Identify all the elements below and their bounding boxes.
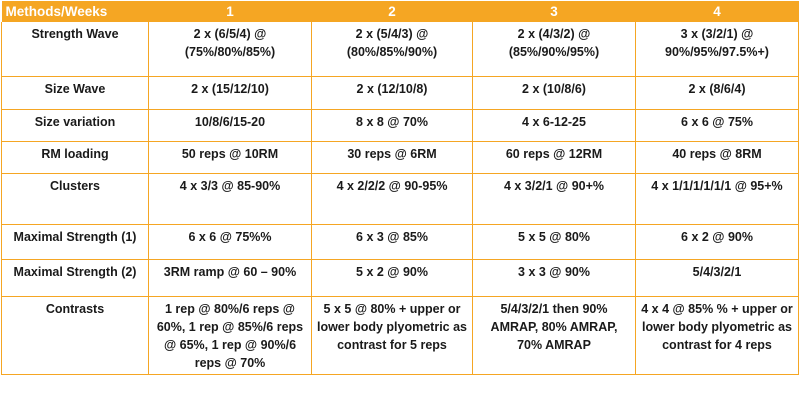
header-week-1: 1	[148, 1, 312, 22]
week-1-cell: 1 rep @ 80%/6 reps @ 60%, 1 rep @ 85%/6 …	[148, 296, 312, 375]
week-3-cell: 5/4/3/2/1 then 90% AMRAP, 80% AMRAP, 70%…	[472, 296, 636, 375]
table-row: Contrasts 1 rep @ 80%/6 reps @ 60%, 1 re…	[1, 296, 799, 375]
week-2-cell: 5 x 5 @ 80% + upper or lower body plyome…	[311, 296, 473, 375]
header-week-2: 2	[311, 1, 473, 22]
week-4-cell: 3 x (3/2/1) @ 90%/95%/97.5%+)	[635, 22, 799, 77]
week-3-cell: 5 x 5 @ 80%	[472, 224, 636, 260]
method-cell: Size variation	[1, 109, 149, 142]
table-row: Maximal Strength (2) 3RM ramp @ 60 – 90%…	[1, 259, 799, 297]
week-1-cell: 2 x (6/5/4) @ (75%/80%/85%)	[148, 22, 312, 77]
week-3-cell: 4 x 3/2/1 @ 90+%	[472, 173, 636, 225]
week-1-cell: 4 x 3/3 @ 85-90%	[148, 173, 312, 225]
week-1-cell: 3RM ramp @ 60 – 90%	[148, 259, 312, 297]
header-week-3: 3	[472, 1, 636, 22]
table-row: Strength Wave 2 x (6/5/4) @ (75%/80%/85%…	[1, 22, 799, 77]
week-2-cell: 2 x (5/4/3) @ (80%/85%/90%)	[311, 22, 473, 77]
table-row: Maximal Strength (1) 6 x 6 @ 75%% 6 x 3 …	[1, 224, 799, 260]
week-4-cell: 6 x 2 @ 90%	[635, 224, 799, 260]
method-cell: Strength Wave	[1, 22, 149, 77]
header-methods-weeks: Methods/Weeks	[1, 1, 149, 22]
table-row: Clusters 4 x 3/3 @ 85-90% 4 x 2/2/2 @ 90…	[1, 173, 799, 225]
week-1-cell: 50 reps @ 10RM	[148, 141, 312, 174]
week-4-cell: 4 x 1/1/1/1/1/1 @ 95+%	[635, 173, 799, 225]
method-cell: Maximal Strength (1)	[1, 224, 149, 260]
week-4-cell: 4 x 4 @ 85% % + upper or lower body plyo…	[635, 296, 799, 375]
week-2-cell: 2 x (12/10/8)	[311, 76, 473, 110]
method-cell: RM loading	[1, 141, 149, 174]
week-1-cell: 2 x (15/12/10)	[148, 76, 312, 110]
header-row: Methods/Weeks 1 2 3 4	[1, 1, 799, 22]
week-2-cell: 4 x 2/2/2 @ 90-95%	[311, 173, 473, 225]
week-4-cell: 5/4/3/2/1	[635, 259, 799, 297]
week-3-cell: 4 x 6-12-25	[472, 109, 636, 142]
method-cell: Clusters	[1, 173, 149, 225]
week-2-cell: 8 x 8 @ 70%	[311, 109, 473, 142]
table-row: Size Wave 2 x (15/12/10) 2 x (12/10/8) 2…	[1, 76, 799, 110]
week-1-cell: 10/8/6/15-20	[148, 109, 312, 142]
week-3-cell: 60 reps @ 12RM	[472, 141, 636, 174]
training-methods-table: Methods/Weeks 1 2 3 4 Strength Wave 2 x …	[1, 1, 799, 375]
week-4-cell: 40 reps @ 8RM	[635, 141, 799, 174]
method-cell: Contrasts	[1, 296, 149, 375]
week-3-cell: 3 x 3 @ 90%	[472, 259, 636, 297]
week-4-cell: 6 x 6 @ 75%	[635, 109, 799, 142]
method-cell: Size Wave	[1, 76, 149, 110]
header-week-4: 4	[635, 1, 799, 22]
table-row: RM loading 50 reps @ 10RM 30 reps @ 6RM …	[1, 141, 799, 174]
week-4-cell: 2 x (8/6/4)	[635, 76, 799, 110]
week-1-cell: 6 x 6 @ 75%%	[148, 224, 312, 260]
week-2-cell: 5 x 2 @ 90%	[311, 259, 473, 297]
week-2-cell: 30 reps @ 6RM	[311, 141, 473, 174]
table-row: Size variation 10/8/6/15-20 8 x 8 @ 70% …	[1, 109, 799, 142]
week-3-cell: 2 x (10/8/6)	[472, 76, 636, 110]
week-3-cell: 2 x (4/3/2) @ (85%/90%/95%)	[472, 22, 636, 77]
method-cell: Maximal Strength (2)	[1, 259, 149, 297]
week-2-cell: 6 x 3 @ 85%	[311, 224, 473, 260]
